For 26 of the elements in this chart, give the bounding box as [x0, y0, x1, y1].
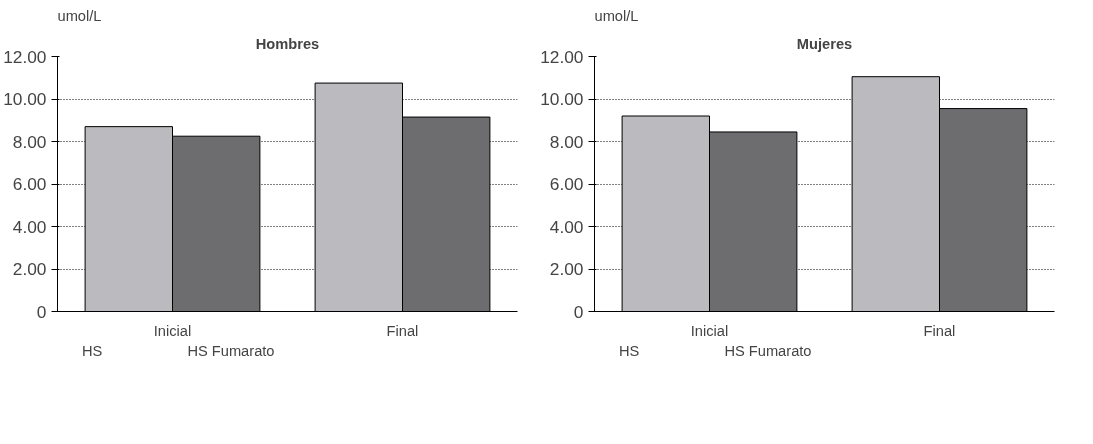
y-tick-label: 12.00 — [3, 46, 47, 67]
y-axis-title: umol/L — [594, 7, 639, 24]
y-tick-label: 8.00 — [12, 131, 47, 152]
text: HS — [82, 343, 103, 359]
x-tick-label: Inicial — [153, 322, 192, 339]
text: HS — [619, 343, 640, 359]
x-tick-label: Final — [923, 322, 956, 339]
x-tick-label: Inicial — [690, 322, 729, 339]
x-tick-label: Final — [386, 322, 419, 339]
y-tick-label: 2.00 — [549, 259, 584, 279]
y-tick-label: 4.00 — [12, 216, 47, 237]
y-axis-title: umol/L — [57, 7, 102, 24]
y-tick-label: 0 — [573, 301, 584, 322]
y-tick-label: 8.00 — [549, 131, 584, 152]
y-tick-label: 0 — [36, 301, 47, 322]
y-tick-label: 2.00 — [12, 259, 47, 279]
y-tick-label: 10.00 — [540, 89, 584, 109]
y-tick-label: 4.00 — [549, 216, 584, 237]
chart-title: Hombres — [255, 35, 320, 52]
y-tick-label: 12.00 — [540, 46, 584, 67]
chart-title: Mujeres — [796, 35, 853, 52]
text: HS Fumarato — [187, 343, 275, 359]
y-tick-label: 6.00 — [549, 174, 584, 194]
text: HS Fumarato — [724, 343, 812, 359]
y-tick-label: 6.00 — [12, 174, 47, 194]
y-tick-label: 10.00 — [3, 89, 47, 109]
